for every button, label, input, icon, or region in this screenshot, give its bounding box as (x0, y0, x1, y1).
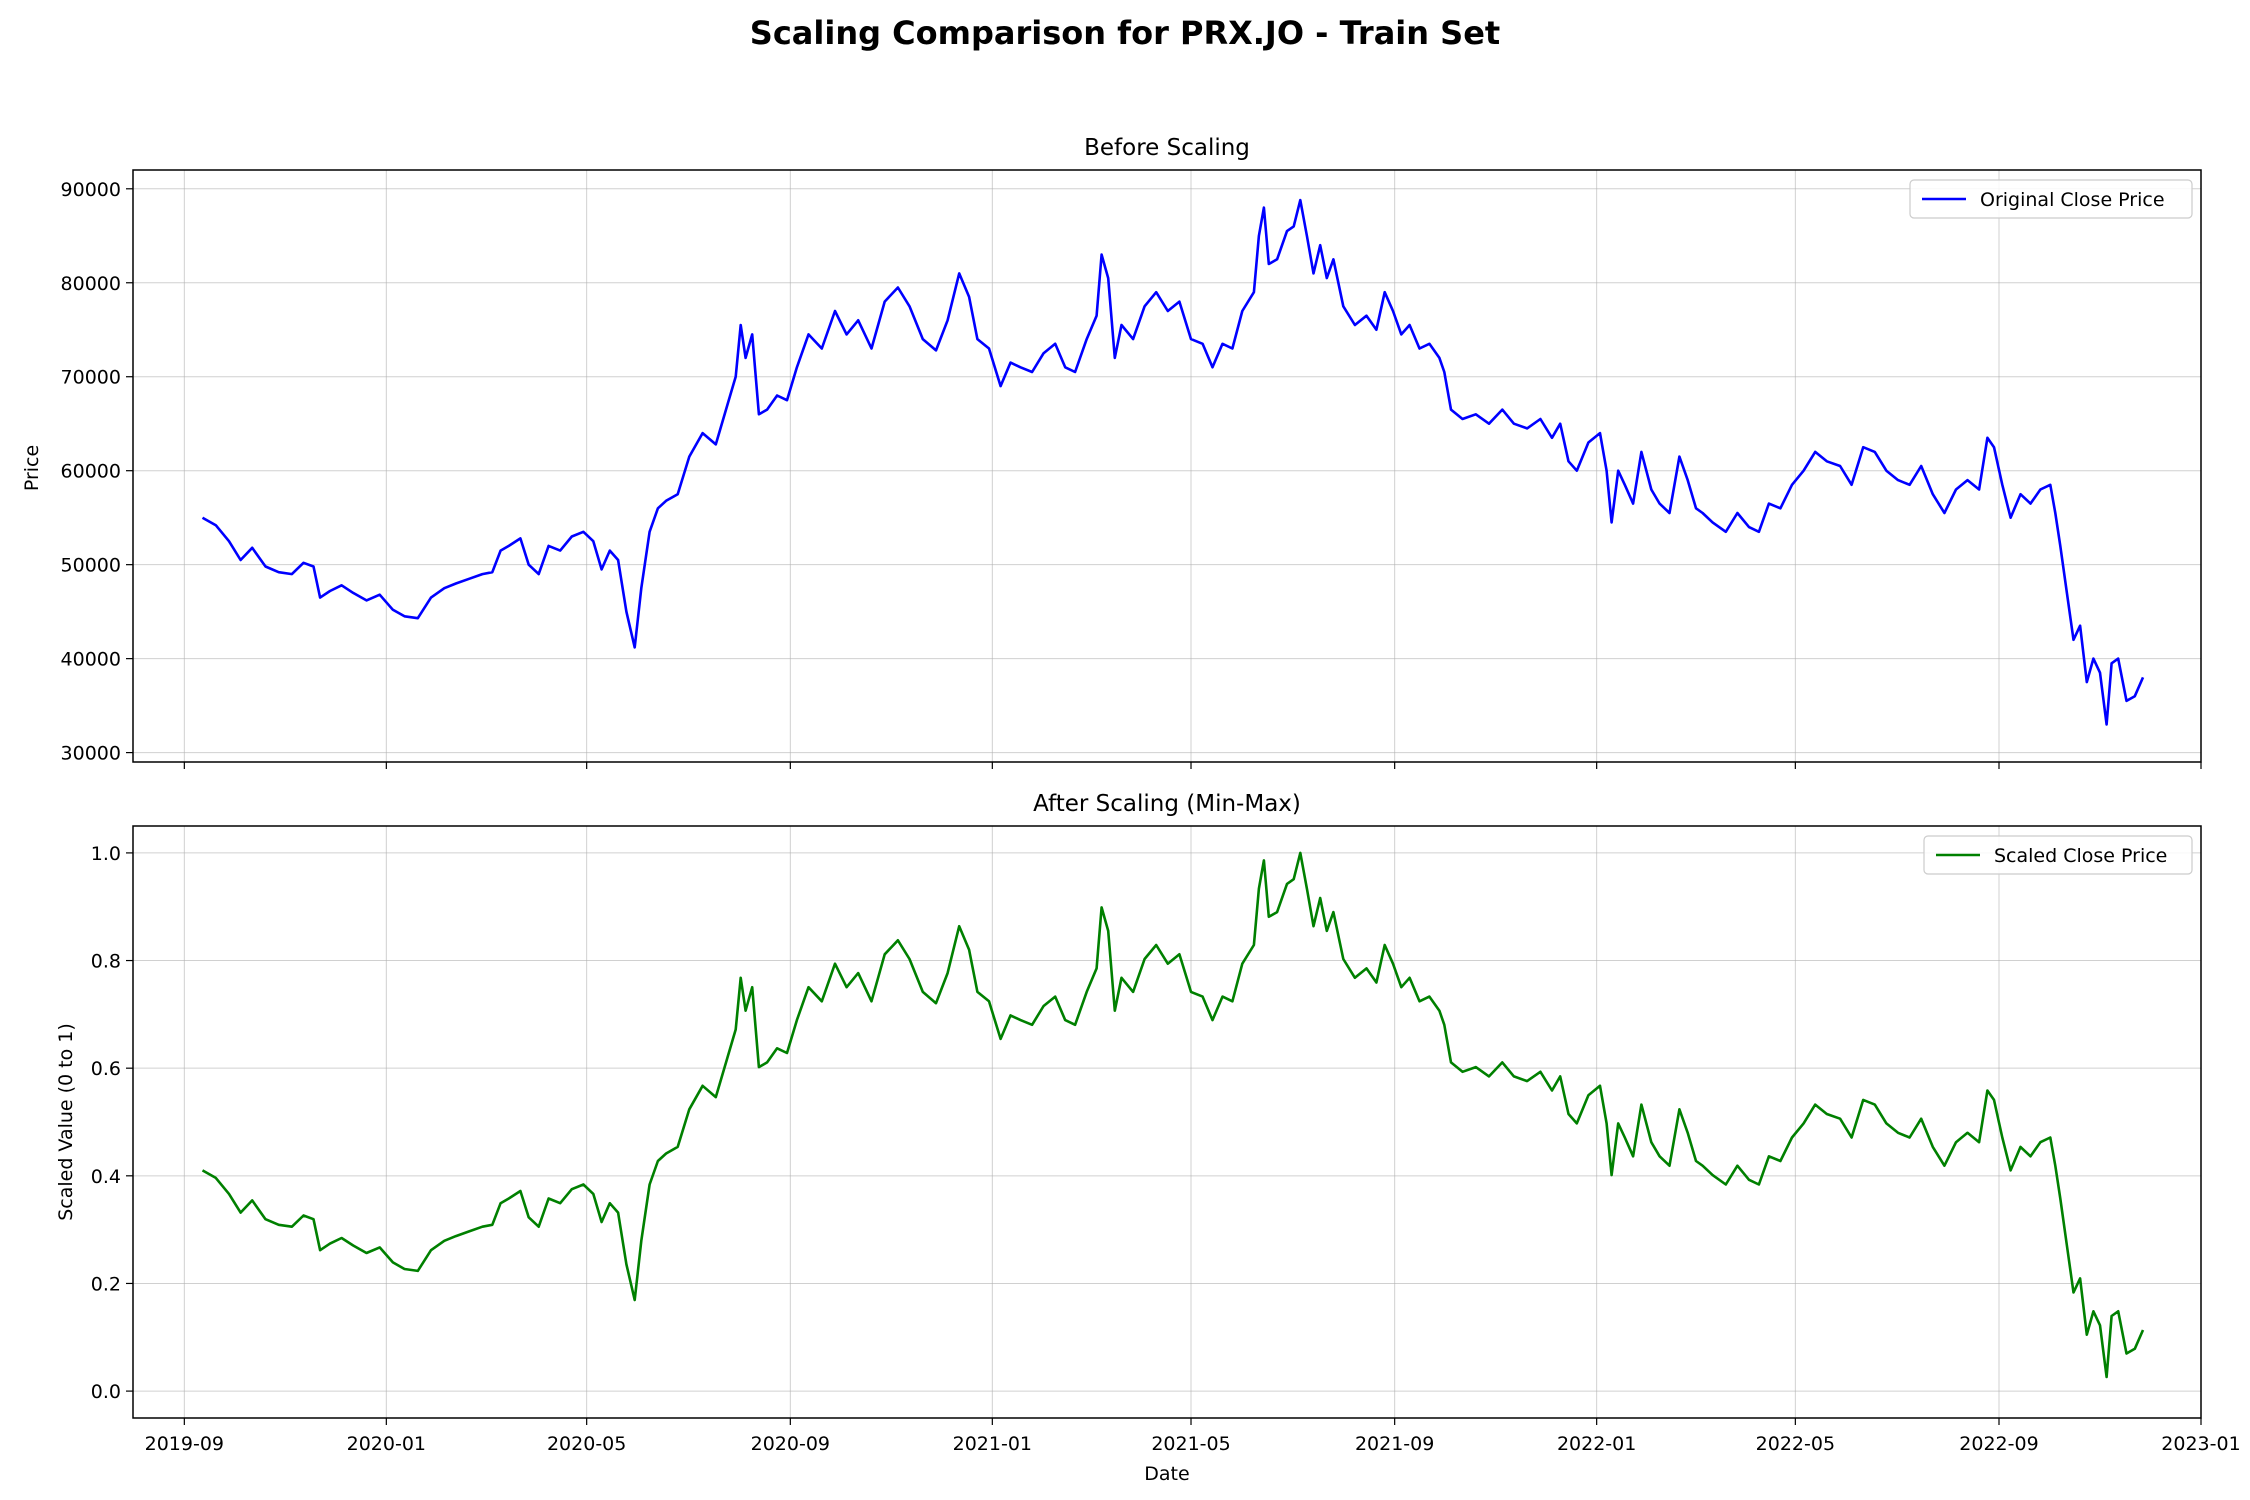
after-scaling-legend: Scaled Close Price (1923, 835, 2193, 875)
figure-suptitle: Scaling Comparison for PRX.JO - Train Se… (750, 14, 1500, 52)
x-tick-label: 2021-09 (1355, 1433, 1434, 1455)
after-scaling-x-ticks: 2019-09 2020-01 2020-05 2020-09 2021-01 2021-… (145, 1418, 2241, 1455)
x-tick-label: 2021-01 (953, 1433, 1032, 1455)
y-tick-label: 70000 (61, 367, 121, 389)
x-tick-label: 2020-09 (751, 1433, 830, 1455)
after-scaling-panel: After Scaling (Min-Max) Scaled Value (0 … (55, 791, 2241, 1485)
x-tick-label: 2019-09 (145, 1433, 224, 1455)
y-tick-label: 0.8 (91, 951, 121, 973)
after-scaling-title: After Scaling (Min-Max) (1033, 791, 1301, 817)
x-tick-label: 2022-01 (1557, 1433, 1636, 1455)
y-tick-label: 0.4 (91, 1166, 121, 1188)
y-tick-label: 1.0 (91, 843, 121, 865)
y-tick-label: 0.0 (91, 1381, 121, 1403)
x-tick-label: 2022-09 (1959, 1433, 2038, 1455)
after-scaling-frame (132, 825, 2202, 1419)
y-tick-label: 80000 (61, 273, 121, 295)
scaled-close-price-line (201, 851, 2145, 1379)
before-scaling-title: Before Scaling (1084, 135, 1250, 161)
y-tick-label: 40000 (61, 649, 121, 671)
before-scaling-lines (201, 198, 2145, 726)
y-tick-label: 0.6 (91, 1058, 121, 1080)
after-scaling-y-ticks: 0.0 0.2 0.4 0.6 0.8 1.0 (91, 843, 133, 1403)
y-tick-label: 30000 (61, 743, 121, 765)
x-tick-label: 2022-05 (1756, 1433, 1835, 1455)
before-scaling-x-ticks (183, 762, 2202, 769)
date-axis-label: Date (1144, 1463, 1189, 1485)
x-tick-label: 2023-01 (2161, 1433, 2240, 1455)
y-tick-label: 0.2 (91, 1273, 121, 1295)
x-tick-label: 2020-01 (347, 1433, 426, 1455)
original-close-price-line (201, 198, 2145, 726)
y-tick-label: 60000 (61, 461, 121, 483)
before-scaling-legend: Original Close Price (1909, 179, 2193, 219)
legend-label-scaled: Scaled Close Price (1994, 845, 2167, 867)
before-scaling-y-ticks: 30000 40000 50000 60000 70000 80000 90000 (61, 179, 133, 765)
x-tick-label: 2021-05 (1151, 1433, 1230, 1455)
after-scaling-lines (201, 851, 2145, 1379)
y-tick-label: 90000 (61, 179, 121, 201)
legend-box (1909, 179, 2193, 219)
price-axis-label: Price (21, 445, 43, 491)
before-scaling-frame (132, 169, 2202, 763)
before-scaling-panel: Before Scaling Price 30000 40000 50000 6000… (21, 135, 2202, 769)
scaled-value-axis-label: Scaled Value (0 to 1) (55, 1023, 77, 1221)
y-tick-label: 50000 (61, 555, 121, 577)
legend-box (1923, 835, 2193, 875)
x-tick-label: 2020-05 (547, 1433, 626, 1455)
legend-label-original: Original Close Price (1980, 189, 2165, 211)
